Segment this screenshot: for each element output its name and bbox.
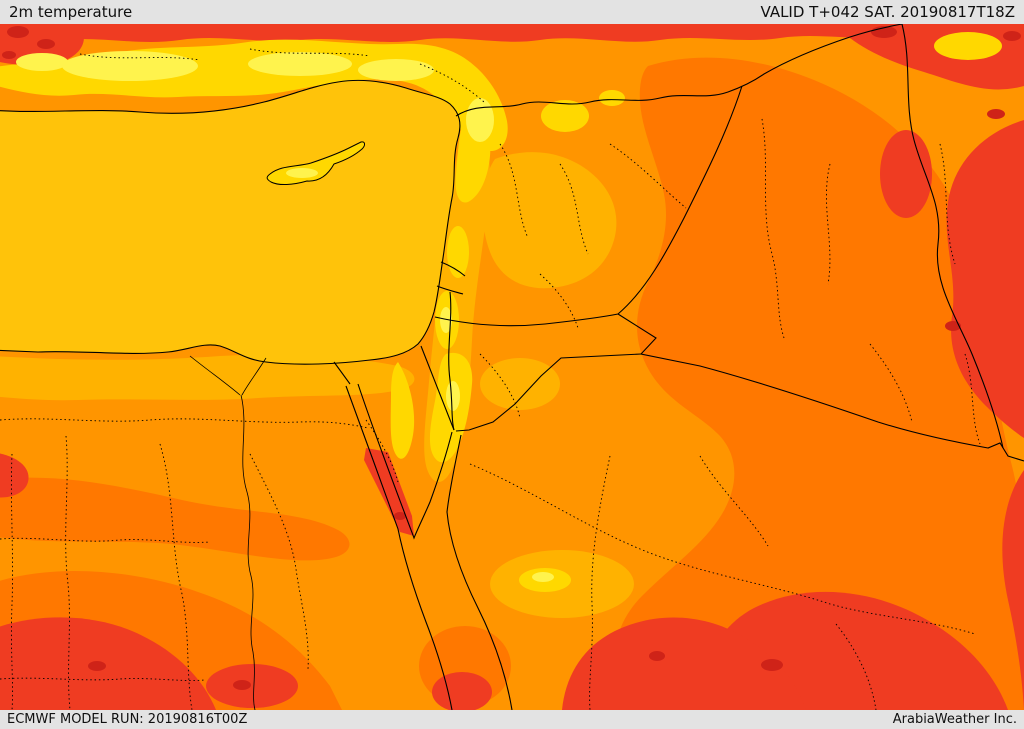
dark-red-spot (394, 512, 406, 520)
border-lebanon (436, 261, 466, 295)
model-run-label: ECMWF MODEL RUN: 20190816T00Z (7, 712, 248, 727)
red-bottom-left-blob (206, 664, 298, 708)
rivers (189, 355, 267, 710)
mediterranean-sea (0, 79, 461, 365)
dark-red-spot (1003, 31, 1021, 41)
border-iran-iraq (901, 24, 1004, 449)
border-jordan-saudi (455, 353, 642, 432)
dark-red-spot (7, 26, 29, 38)
footer-bar: ECMWF MODEL RUN: 20190816T00Z ArabiaWeat… (0, 710, 1024, 729)
coast-aqaba-east-red-sea (446, 434, 513, 710)
admin-turkey-syria (79, 48, 687, 329)
red-left-edge (0, 453, 29, 498)
dark-red-spot (649, 651, 665, 661)
red-right-bottom-edge (1002, 470, 1024, 710)
map-title: 2m temperature (9, 3, 133, 21)
cyprus-bright-core (286, 168, 318, 178)
coast-sinai (357, 383, 453, 540)
dark-red-spot (2, 51, 16, 59)
bright-yellow-spot (248, 52, 352, 76)
yellow-west-sinai (390, 362, 415, 459)
light-orange-egypt-coast (0, 354, 415, 401)
dark-red-spot (37, 39, 55, 49)
border-iraq-saudi (617, 313, 1024, 462)
valid-time-label: VALID T+042 SAT. 20190817T18Z (760, 3, 1015, 21)
bright-yellow-spot (16, 53, 68, 71)
deep-orange-east (613, 57, 1024, 710)
yellow-top-right (934, 32, 1002, 60)
coast-suez-west-red-sea (345, 385, 453, 710)
nile-river (189, 355, 267, 710)
bright-yellow-spot (440, 307, 452, 333)
bright-yellow-spot (446, 381, 460, 411)
red-iraq-blob (880, 130, 932, 218)
bright-yellow-spot (466, 98, 494, 142)
admin-egypt (0, 418, 399, 710)
red-bottom-left (0, 617, 216, 710)
admin-iraq-iran (761, 118, 981, 445)
dark-red-spots (2, 26, 1021, 690)
dark-red-spot (233, 680, 251, 690)
dark-red-spot (88, 661, 106, 671)
yellow-north-syria (541, 100, 589, 132)
light-orange-jordan-east (480, 358, 560, 410)
temperature-map (0, 24, 1024, 710)
bright-yellow-spot (532, 572, 554, 582)
border-syria-iraq (617, 85, 743, 315)
header-bar: 2m temperature VALID T+042 SAT. 20190817… (0, 0, 1024, 24)
light-orange-syria-interior (482, 152, 617, 289)
yellow-lebanon (447, 226, 469, 278)
bright-yellow-spot (62, 51, 198, 81)
bright-yellow-spot (358, 59, 434, 81)
temperature-map-svg (0, 24, 1024, 710)
dark-red-spot (945, 321, 961, 331)
admin-boundaries (0, 48, 981, 710)
dark-red-spot (987, 109, 1005, 119)
deep-orange-mid-egypt (0, 477, 350, 561)
border-turkey (455, 24, 903, 117)
red-bottom-center (562, 617, 806, 710)
credit-label: ArabiaWeather Inc. (892, 712, 1017, 727)
border-israel-egypt (420, 345, 455, 431)
country-borders (420, 24, 1024, 462)
border-jordan-river (448, 291, 455, 431)
red-red-sea-south (432, 672, 492, 710)
yellow-north-syria-small (599, 90, 625, 106)
dark-red-spot (761, 659, 783, 671)
red-top-strip (0, 24, 1024, 42)
coastlines (333, 361, 513, 710)
suez-canal (333, 361, 351, 385)
border-syria-jordan (434, 313, 619, 327)
